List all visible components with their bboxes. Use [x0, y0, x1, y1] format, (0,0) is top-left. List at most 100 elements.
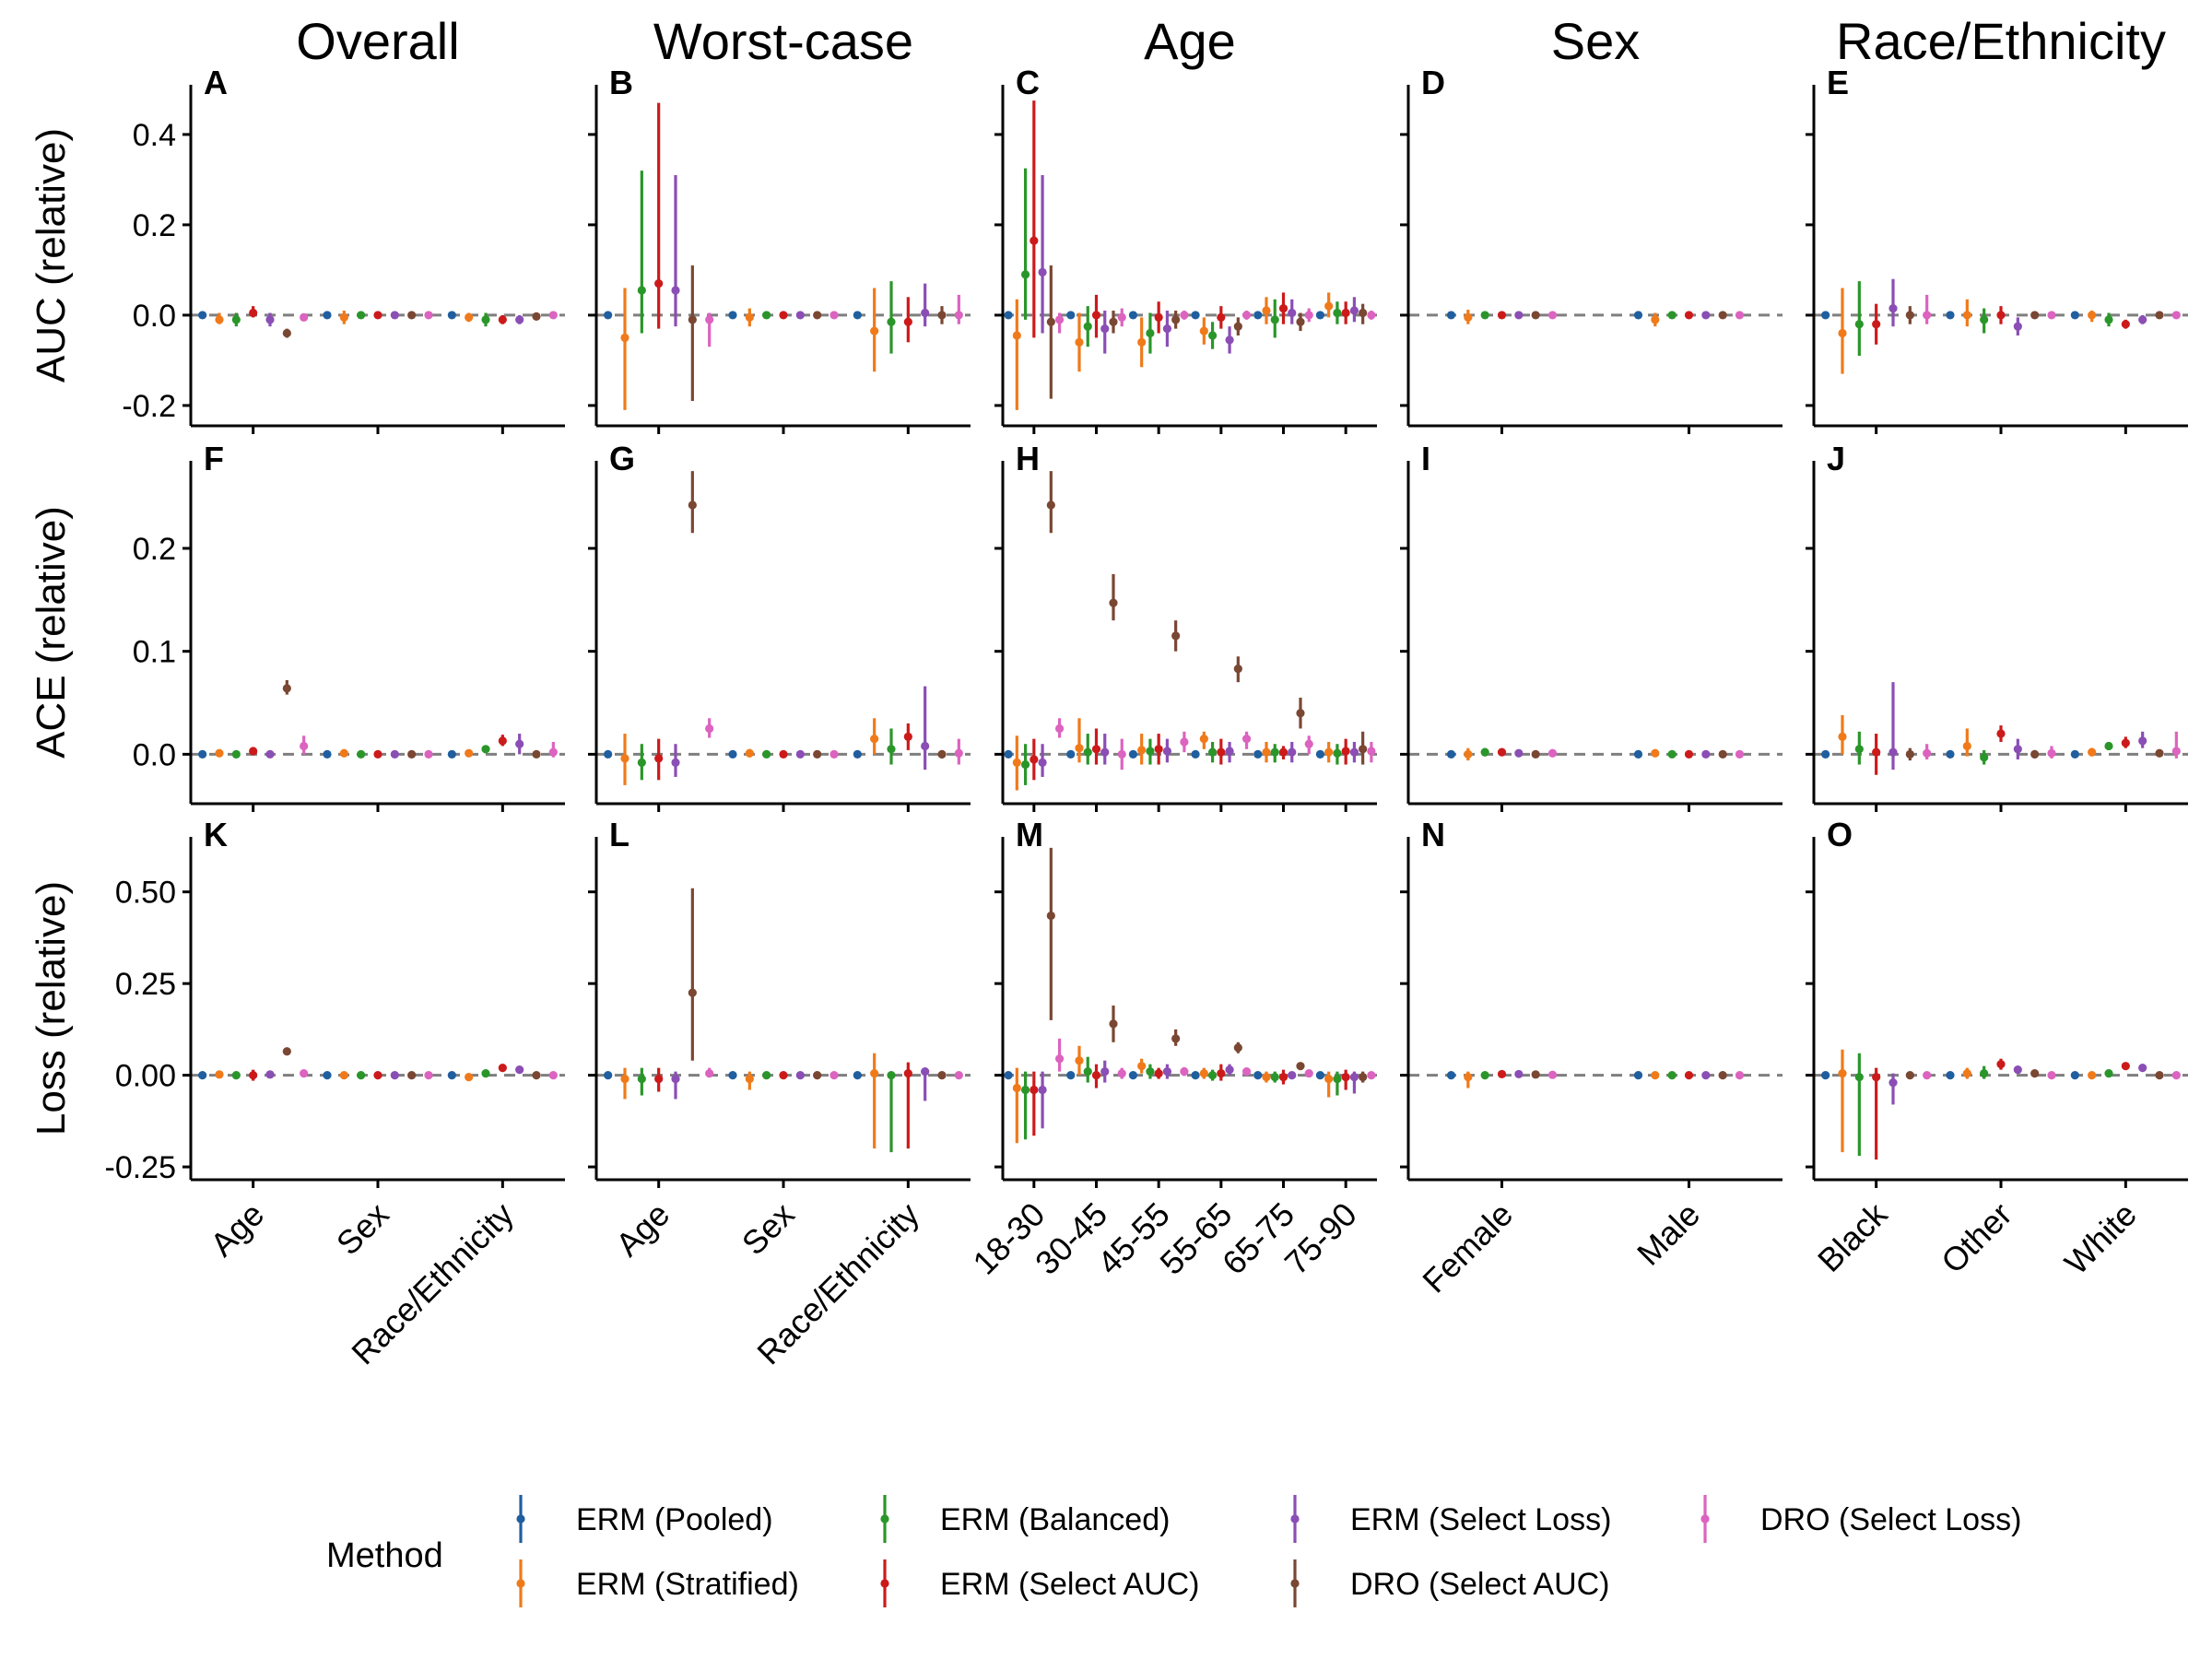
data-point — [779, 1071, 788, 1080]
data-point — [1054, 315, 1065, 324]
data-point — [1735, 1071, 1745, 1080]
data-point — [1091, 745, 1101, 754]
data-point — [1315, 1071, 1325, 1080]
data-point — [813, 1071, 822, 1080]
data-point — [1091, 1071, 1101, 1080]
legend-title: Method — [326, 1536, 443, 1575]
data-point — [1633, 749, 1643, 759]
data-point — [1066, 1071, 1076, 1080]
data-point — [1171, 631, 1181, 641]
data-point — [373, 311, 382, 320]
data-point — [1199, 326, 1208, 335]
data-point — [339, 1071, 348, 1080]
data-point — [937, 1071, 947, 1080]
legend-item: ERM (Stratified) — [516, 1559, 799, 1607]
data-point — [215, 315, 224, 324]
data-point — [1514, 1069, 1524, 1079]
data-point — [2013, 745, 2022, 754]
legend-item: DRO (Select Loss) — [1700, 1495, 2021, 1543]
data-point — [2013, 322, 2022, 331]
y-tick-label: -0.2 — [122, 389, 176, 424]
data-point — [1838, 732, 1847, 741]
data-point — [1100, 1067, 1110, 1077]
data-point — [887, 317, 896, 326]
data-point — [671, 286, 680, 295]
data-point — [407, 1071, 417, 1080]
data-point — [282, 1047, 291, 1056]
data-point — [1066, 311, 1076, 320]
data-point — [1333, 748, 1342, 758]
data-point — [548, 311, 558, 320]
data-point — [688, 315, 697, 324]
data-point — [1667, 1071, 1677, 1080]
data-point — [1030, 1085, 1039, 1095]
data-point — [1446, 749, 1456, 759]
data-point — [813, 311, 822, 320]
data-point — [2030, 1069, 2040, 1078]
data-point — [1359, 745, 1368, 754]
y-tick-label: -0.25 — [105, 1150, 177, 1185]
data-point — [1162, 324, 1172, 334]
legend-key-point — [1290, 1514, 1300, 1524]
panel-B: B — [588, 64, 971, 434]
data-point — [1888, 303, 1898, 313]
data-point — [1278, 303, 1288, 313]
data-point — [654, 279, 664, 288]
data-point — [954, 748, 963, 758]
data-point — [300, 741, 309, 751]
data-point — [1341, 308, 1350, 318]
y-axis-label: Loss (relative) — [29, 881, 74, 1135]
data-point — [1288, 747, 1297, 757]
legend-label: ERM (Select Loss) — [1350, 1502, 1611, 1537]
data-point — [198, 1071, 207, 1080]
legend-item: ERM (Select Loss) — [1290, 1495, 1611, 1543]
data-point — [1046, 317, 1055, 326]
panel-letter: F — [204, 440, 224, 477]
data-point — [1225, 335, 1234, 345]
data-point — [249, 747, 258, 756]
data-point — [1253, 749, 1263, 759]
data-point — [532, 1071, 541, 1080]
data-point — [1128, 1071, 1138, 1080]
data-point — [1872, 320, 1881, 329]
data-point — [1109, 317, 1118, 326]
data-point — [1497, 1069, 1507, 1079]
data-point — [870, 735, 879, 744]
data-point — [215, 748, 224, 758]
data-point — [1038, 267, 1047, 276]
data-point — [1446, 1071, 1456, 1080]
row-labels: AUC (relative) ACE (relative) Loss (relati… — [29, 128, 74, 1135]
data-point — [1946, 749, 1955, 759]
data-point — [705, 1069, 714, 1078]
legend-item: ERM (Balanced) — [880, 1495, 1170, 1543]
data-point — [795, 311, 805, 320]
data-point — [548, 1071, 558, 1080]
data-point — [1278, 747, 1288, 757]
data-point — [1233, 665, 1242, 674]
data-point — [407, 311, 417, 320]
data-point — [1854, 1072, 1864, 1082]
data-point — [728, 1071, 737, 1080]
data-point — [2104, 315, 2113, 324]
data-point — [1100, 324, 1110, 334]
data-point — [1075, 744, 1084, 753]
column-title: Overall — [296, 12, 459, 70]
data-point — [424, 1071, 433, 1080]
data-point — [1207, 1071, 1218, 1080]
data-point — [1497, 747, 1507, 757]
data-point — [215, 1070, 224, 1079]
data-point — [1718, 749, 1727, 759]
legend-item: ERM (Pooled) — [516, 1495, 773, 1543]
data-point — [830, 311, 839, 320]
data-point — [903, 732, 912, 741]
data-point — [481, 315, 490, 324]
data-point — [1872, 1072, 1881, 1082]
legend-label: ERM (Balanced) — [940, 1502, 1170, 1537]
data-point — [1199, 1069, 1208, 1078]
data-point — [1547, 748, 1558, 758]
data-point — [249, 308, 258, 318]
panel-letter: B — [609, 64, 633, 101]
data-point — [2070, 311, 2079, 320]
data-point — [249, 1071, 258, 1080]
